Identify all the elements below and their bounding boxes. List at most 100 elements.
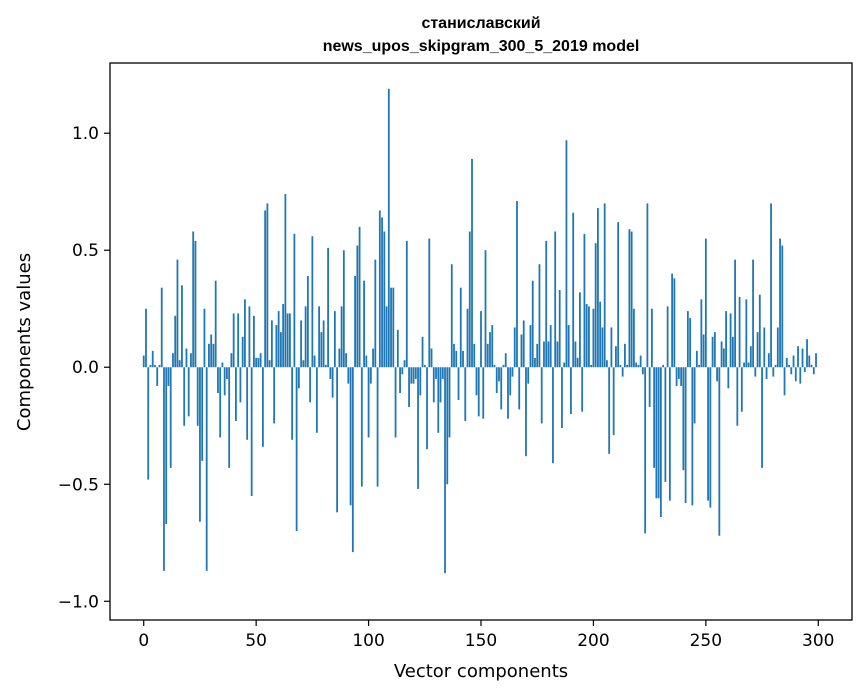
bar-184 [556, 341, 559, 368]
bar-239 [680, 367, 683, 386]
bar-132 [439, 367, 442, 403]
bar-5 [154, 364, 156, 368]
bar-284 [781, 245, 784, 368]
bar-209 [612, 367, 615, 436]
bar-260 [727, 367, 730, 389]
bar-65 [288, 313, 291, 368]
bar-212 [619, 364, 622, 368]
y-axis-ticks: −1.0 −0.5 0.0 0.5 1.0 [58, 124, 110, 612]
bar-226 [650, 308, 653, 368]
bar-283 [779, 238, 781, 368]
bar-162 [507, 367, 509, 419]
bar-221 [639, 355, 642, 368]
bar-181 [549, 325, 552, 368]
bar-137 [450, 264, 453, 368]
bar-228 [655, 367, 658, 499]
bar-37 [226, 367, 228, 379]
bar-98 [363, 280, 365, 368]
bar-31 [212, 343, 215, 368]
bar-82 [327, 247, 329, 368]
bar-235 [671, 273, 674, 368]
bar-222 [641, 367, 644, 375]
bar-9 [163, 367, 165, 571]
bar-13 [172, 353, 174, 368]
bar-51 [257, 357, 260, 368]
bar-32 [214, 280, 217, 368]
bar-66 [291, 367, 294, 440]
bar-102 [372, 348, 374, 368]
bar-178 [543, 341, 545, 368]
bar-series [142, 88, 817, 574]
bar-293 [801, 348, 804, 368]
bar-258 [722, 348, 725, 368]
bar-138 [453, 343, 455, 368]
bar-83 [329, 367, 332, 379]
bar-107 [383, 231, 386, 368]
bar-185 [558, 290, 561, 368]
bar-94 [354, 275, 356, 368]
bar-87 [338, 348, 341, 368]
bar-183 [554, 231, 557, 368]
bar-266 [740, 367, 743, 412]
bar-114 [399, 367, 401, 393]
bar-169 [522, 320, 525, 368]
bar-42 [237, 313, 240, 368]
bar-202 [597, 208, 599, 368]
bar-234 [668, 367, 671, 501]
bar-167 [518, 367, 521, 410]
bar-292 [799, 367, 802, 384]
bar-67 [293, 233, 296, 368]
bar-39 [230, 353, 233, 368]
bar-172 [529, 325, 532, 368]
bar-237 [675, 367, 678, 386]
bar-182 [552, 367, 554, 464]
bar-36 [223, 367, 226, 396]
bar-41 [235, 367, 237, 422]
bar-38 [228, 367, 231, 468]
bar-88 [340, 306, 343, 368]
bar-53 [262, 367, 264, 447]
bar-298 [812, 367, 815, 375]
bar-115 [401, 367, 404, 375]
bar-68 [295, 367, 298, 532]
bar-189 [567, 325, 570, 368]
bar-243 [689, 318, 692, 368]
bar-23 [194, 240, 197, 368]
bar-72 [304, 306, 307, 368]
bar-119 [410, 367, 413, 384]
bar-190 [570, 367, 572, 415]
bar-131 [437, 367, 440, 433]
bar-74 [309, 367, 312, 403]
bar-264 [736, 367, 739, 426]
bar-220 [637, 364, 640, 368]
bar-198 [588, 306, 590, 368]
bar-47 [248, 306, 251, 368]
bar-150 [480, 311, 482, 368]
bar-4 [151, 350, 154, 368]
bar-121 [414, 367, 417, 379]
bar-16 [178, 360, 181, 368]
bar-208 [610, 327, 613, 368]
bar-211 [617, 222, 620, 368]
bar-20 [187, 367, 190, 417]
bar-52 [259, 353, 262, 368]
bar-173 [531, 280, 534, 368]
bar-113 [396, 329, 399, 368]
bar-287 [788, 364, 790, 368]
x-tick-label: 150 [465, 631, 497, 651]
bar-272 [754, 367, 757, 377]
bar-238 [677, 367, 680, 379]
bar-93 [351, 367, 354, 553]
y-tick-label: 1.0 [72, 124, 99, 144]
bar-100 [367, 367, 370, 438]
bar-267 [743, 362, 745, 368]
bar-280 [772, 367, 775, 377]
bar-140 [457, 367, 460, 400]
bar-147 [473, 343, 476, 368]
bar-274 [758, 294, 761, 368]
bar-40 [232, 313, 235, 368]
bar-29 [208, 343, 210, 368]
bar-177 [540, 367, 543, 424]
bar-15 [176, 259, 179, 368]
chart-title-group: станиславский news_upos_skipgram_300_5_2… [323, 15, 640, 55]
